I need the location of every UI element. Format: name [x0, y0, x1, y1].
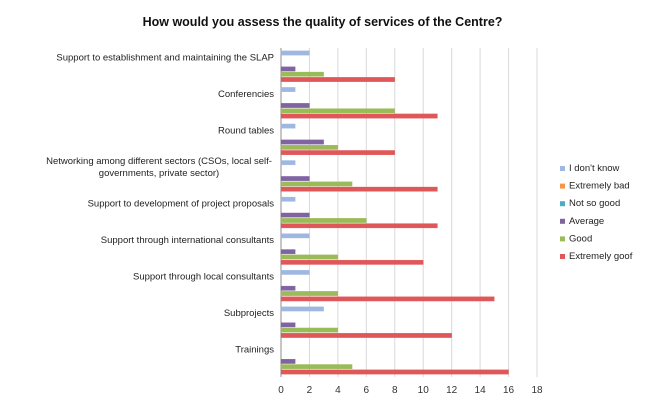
category-label: Trainings — [235, 345, 274, 356]
x-tick-label: 8 — [392, 385, 398, 396]
legend-swatch — [560, 254, 565, 259]
x-tick-label: 2 — [307, 385, 313, 396]
bar-extremely-goof — [280, 113, 438, 119]
bar-extremely-goof — [280, 296, 495, 302]
bar-average — [280, 212, 310, 218]
bar-good — [280, 218, 367, 223]
bar-good — [280, 108, 395, 114]
bar-i-don-t-know — [280, 160, 296, 166]
category-label: Support to development of project propos… — [88, 199, 275, 210]
bar-extremely-goof — [280, 369, 509, 375]
x-tick-label: 0 — [278, 385, 284, 396]
bar-extremely-goof — [280, 150, 395, 155]
bar-i-don-t-know — [280, 306, 324, 312]
x-tick-label: 10 — [418, 385, 430, 396]
bar-good — [280, 327, 339, 333]
bar-good — [280, 144, 339, 150]
bar-extremely-goof — [280, 186, 438, 192]
legend-label: Extremely bad — [569, 181, 630, 192]
legend-label: Not so good — [569, 198, 620, 209]
bar-extremely-goof — [280, 77, 395, 82]
legend-label: Extremely goof — [569, 251, 633, 262]
bar-good — [280, 254, 339, 260]
category-label: Conferencies — [218, 89, 274, 100]
bar-i-don-t-know — [280, 196, 296, 202]
category-label: Support through international consultant… — [101, 235, 274, 246]
bar-good — [280, 364, 353, 370]
x-tick-label: 4 — [335, 385, 341, 396]
bar-average — [280, 176, 310, 181]
legend-swatch — [560, 201, 565, 207]
x-tick-label: 16 — [503, 385, 515, 396]
category-label: Networking among different sectors (CSOs… — [46, 156, 272, 179]
bar-average — [280, 322, 296, 328]
chart-title: How would you assess the quality of serv… — [142, 15, 503, 29]
bar-extremely-goof — [280, 333, 452, 338]
legend-label: Good — [569, 233, 592, 244]
legend-swatch — [560, 236, 565, 242]
x-tick-label: 12 — [446, 385, 458, 396]
bar-i-don-t-know — [280, 50, 310, 56]
bar-extremely-goof — [280, 259, 424, 265]
category-label: Support through local consultants — [133, 272, 274, 283]
legend-swatch — [560, 166, 565, 171]
bar-i-don-t-know — [280, 87, 296, 92]
bar-extremely-goof — [280, 223, 438, 229]
bar-average — [280, 103, 310, 108]
category-label: Subprojects — [224, 308, 274, 319]
bar-good — [280, 181, 353, 187]
legend-label: I don't know — [569, 163, 620, 174]
bar-average — [280, 66, 296, 72]
bar-i-don-t-know — [280, 233, 310, 239]
bar-good — [280, 291, 339, 296]
bar-i-don-t-know — [280, 270, 310, 275]
bar-good — [280, 71, 324, 77]
bar-average — [280, 285, 296, 291]
x-tick-label: 14 — [475, 385, 487, 396]
legend-label: Average — [569, 216, 604, 227]
bar-average — [280, 139, 324, 145]
bar-i-don-t-know — [280, 123, 296, 129]
category-label: Support to establishment and maintaining… — [56, 52, 274, 63]
x-tick-label: 18 — [531, 385, 543, 396]
bar-average — [280, 359, 296, 364]
bar-average — [280, 249, 296, 255]
category-label: Round tables — [218, 125, 274, 136]
legend-swatch — [560, 183, 565, 189]
legend-swatch — [560, 218, 565, 224]
x-tick-label: 6 — [364, 385, 370, 396]
